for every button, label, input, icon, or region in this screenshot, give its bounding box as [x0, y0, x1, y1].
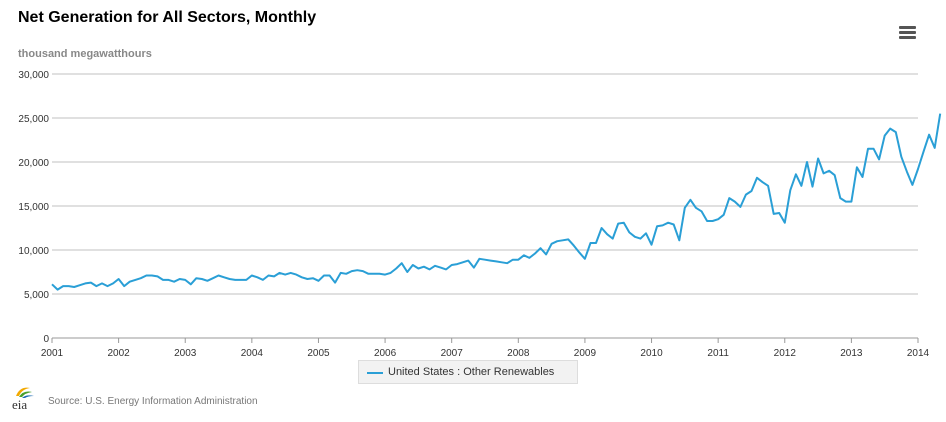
y-tick-label: 20,000 [18, 158, 49, 169]
legend-label: United States : Other Renewables [388, 366, 555, 378]
x-tick-label: 2006 [374, 348, 397, 359]
source-note: Source: U.S. Energy Information Administ… [48, 396, 258, 407]
series-line [51, 113, 942, 291]
y-tick-label: 15,000 [18, 202, 49, 213]
legend-item[interactable]: United States : Other Renewables [358, 360, 578, 384]
x-tick-label: 2010 [640, 348, 663, 359]
y-tick-label: 0 [43, 334, 49, 345]
x-tick-label: 2012 [774, 348, 797, 359]
y-tick-label: 30,000 [18, 70, 49, 81]
x-tick-label: 2004 [241, 348, 264, 359]
legend-swatch [367, 372, 383, 374]
y-tick-label: 10,000 [18, 246, 49, 257]
x-tick-label: 2003 [174, 348, 197, 359]
x-tick-label: 2008 [507, 348, 530, 359]
y-tick-label: 5,000 [24, 290, 49, 301]
x-tick-label: 2007 [441, 348, 464, 359]
x-tick-label: 2014 [907, 348, 930, 359]
eia-logo-icon: eia [12, 387, 34, 412]
x-tick-label: 2005 [307, 348, 330, 359]
line-chart: 0 5,000 10,000 15,000 20,000 25,000 30,000 2001… [18, 70, 942, 359]
x-tick-label: 2009 [574, 348, 597, 359]
x-tick-label: 2011 [707, 348, 729, 359]
eia-logo-text: eia [12, 397, 27, 412]
x-tick-label: 2002 [107, 348, 130, 359]
x-tick-label: 2013 [840, 348, 863, 359]
y-axis-units-label: thousand megawatthours [18, 48, 152, 60]
y-tick-label: 25,000 [18, 114, 49, 125]
hamburger-menu-icon[interactable] [899, 26, 916, 40]
x-tick-label: 2001 [41, 348, 64, 359]
chart-title: Net Generation for All Sectors, Monthly [18, 9, 317, 26]
